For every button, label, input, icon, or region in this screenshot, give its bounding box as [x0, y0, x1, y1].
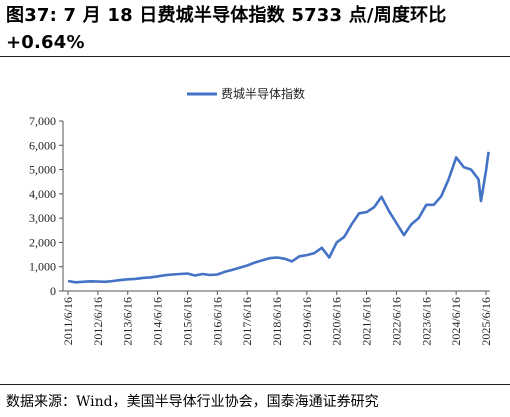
x-tick-label: 2023/6/16 — [419, 297, 433, 346]
x-tick-label: 2011/6/16 — [61, 297, 75, 345]
x-tick-label: 2014/6/16 — [151, 297, 165, 346]
chart-axes: 0 1,000 2,000 3,000 4,000 5,000 6,000 7,000 2011… — [29, 114, 493, 346]
y-tick-label: 7,000 — [29, 114, 56, 128]
x-tick-label: 2016/6/16 — [210, 297, 224, 346]
chart-legend: 费城半导体指数 — [187, 86, 305, 101]
top-divider — [0, 56, 510, 57]
y-tick-label: 5,000 — [29, 163, 56, 177]
y-tick-label: 6,000 — [29, 138, 56, 152]
x-tick-label: 2012/6/16 — [91, 297, 105, 346]
x-tick-label: 2013/6/16 — [121, 297, 135, 346]
x-tick-label: 2021/6/16 — [360, 297, 374, 346]
chart-marks — [67, 151, 490, 284]
x-tick-label: 2019/6/16 — [300, 297, 314, 346]
x-tick-label: 2015/6/16 — [180, 297, 194, 346]
y-tick-label: 2,000 — [29, 235, 56, 249]
y-tick-label: 0 — [50, 284, 56, 298]
y-tick-label: 4,000 — [29, 187, 56, 201]
x-tick-label: 2025/6/16 — [479, 297, 493, 346]
index-line-chart: 费城半导体指数 0 1,000 2,000 3,000 4,000 5,000 6,000 7… — [29, 86, 493, 346]
x-tick-label: 2018/6/16 — [270, 297, 284, 346]
x-tick-label: 2022/6/16 — [389, 297, 403, 346]
series-line — [67, 151, 490, 284]
x-tick-label: 2024/6/16 — [449, 297, 463, 346]
bottom-divider — [0, 384, 510, 385]
y-tick-label: 1,000 — [29, 260, 56, 274]
x-tick-label: 2020/6/16 — [330, 297, 344, 346]
data-source-note: 数据来源：Wind，美国半导体行业协会，国泰海通证券研究 — [6, 394, 379, 410]
y-tick-label: 3,000 — [29, 211, 56, 225]
figure-title: 图37: 7 月 18 日费城半导体指数 5733 点/周度环比+0.64% — [6, 5, 447, 53]
x-tick-label: 2017/6/16 — [240, 297, 254, 346]
legend-label: 费城半导体指数 — [221, 86, 305, 101]
